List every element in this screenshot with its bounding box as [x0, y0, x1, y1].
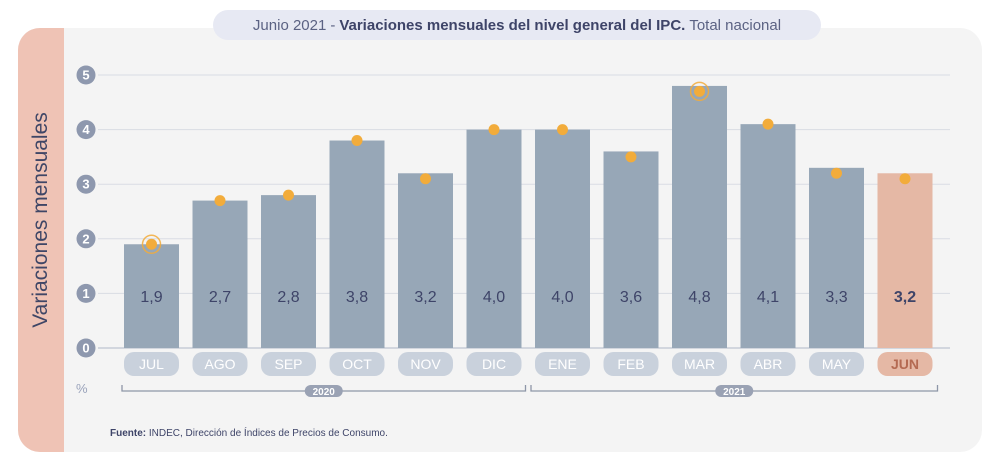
- category-label: OCT: [342, 356, 372, 372]
- year-pill: [715, 385, 754, 397]
- category-label: NOV: [410, 356, 441, 372]
- bar: [261, 195, 316, 348]
- value-label: 4,0: [551, 289, 573, 306]
- bar: [535, 129, 590, 348]
- category-pill: [466, 352, 522, 376]
- year-label: 2021: [723, 387, 746, 398]
- value-label: 3,2: [414, 289, 436, 306]
- unit-label: %: [76, 381, 88, 396]
- value-label: 2,8: [277, 289, 299, 306]
- category-label: MAY: [822, 356, 852, 372]
- category-pill: [740, 352, 796, 376]
- marker-dot: [146, 238, 157, 250]
- category-pill: [329, 352, 385, 376]
- y-tick-label: 1: [82, 286, 89, 301]
- marker-dot: [694, 85, 705, 97]
- category-label: ENE: [548, 356, 577, 372]
- category-label: ABR: [754, 356, 783, 372]
- source-text: INDEC, Dirección de Índices de Precios d…: [148, 428, 388, 439]
- y-tick-label: 2: [82, 231, 89, 246]
- marker-dot: [420, 173, 431, 185]
- marker-dot: [899, 173, 911, 185]
- marker-dot: [283, 189, 294, 201]
- bar: [192, 200, 248, 348]
- category-pill: [192, 352, 248, 376]
- category-label: SEP: [274, 356, 302, 372]
- marker-dot: [625, 151, 637, 163]
- value-label: 3,6: [620, 289, 642, 306]
- marker-dot: [488, 124, 500, 136]
- year-label: 2020: [313, 387, 336, 398]
- marker-ring: [689, 81, 710, 102]
- category-label: DIC: [482, 356, 506, 372]
- category-pill: [535, 352, 590, 376]
- side-band: [18, 28, 64, 452]
- y-tick-label: 4: [82, 122, 90, 137]
- year-pill: [304, 385, 343, 397]
- y-tick-label: 3: [82, 177, 89, 192]
- category-pill: [672, 352, 727, 376]
- category-pill: [398, 352, 453, 376]
- bar: [466, 129, 522, 348]
- y-tick-badge: [76, 65, 96, 85]
- source-note: Fuente: INDEC, Dirección de Índices de P…: [110, 428, 388, 439]
- value-label: 3,3: [825, 289, 847, 306]
- value-label: 3,8: [346, 289, 368, 306]
- y-tick-label: 0: [82, 341, 89, 356]
- marker-dot: [831, 167, 842, 179]
- category-pill: [124, 352, 179, 376]
- title-date: Junio 2021: [252, 16, 327, 34]
- category-pill: [603, 352, 659, 376]
- chart-title: Junio 2021 - Variaciones mensuales del n…: [213, 10, 821, 40]
- value-label: 2,7: [209, 289, 231, 306]
- bar: [672, 85, 727, 349]
- value-label: 4,1: [757, 289, 779, 306]
- bar: [877, 173, 933, 348]
- title-main: Variaciones mensuales del nivel general …: [339, 16, 686, 34]
- y-tick-badge: [76, 229, 96, 249]
- bar: [329, 140, 385, 348]
- bar: [809, 167, 864, 348]
- marker-ring: [141, 234, 162, 255]
- value-label: 1,9: [140, 289, 162, 306]
- y-tick-label: 5: [82, 68, 89, 83]
- y-tick-badge: [76, 120, 96, 140]
- value-label: 3,2: [894, 289, 916, 306]
- category-label: JUL: [139, 356, 164, 372]
- source-label: Fuente:: [110, 428, 147, 439]
- value-label: 4,0: [483, 289, 505, 306]
- y-tick-badge: [76, 283, 96, 303]
- marker-dot: [351, 135, 363, 147]
- title-separator: -: [330, 16, 336, 34]
- marker-dot: [557, 124, 568, 136]
- marker-dot: [762, 118, 774, 130]
- y-tick-badge: [76, 338, 96, 358]
- bar: [603, 151, 659, 348]
- marker-dot: [214, 195, 226, 207]
- bar: [398, 173, 453, 348]
- value-label: 4,8: [688, 289, 710, 306]
- bar: [740, 124, 796, 348]
- category-pill: [261, 352, 316, 376]
- title-suffix: Total nacional: [689, 16, 782, 34]
- category-pill: [877, 352, 933, 376]
- category-label: MAR: [684, 356, 715, 372]
- category-label: FEB: [617, 356, 644, 372]
- category-pill: [809, 352, 864, 376]
- bar: [124, 244, 179, 348]
- category-label: AGO: [204, 356, 235, 372]
- y-tick-badge: [76, 174, 96, 194]
- category-label: JUN: [891, 356, 919, 372]
